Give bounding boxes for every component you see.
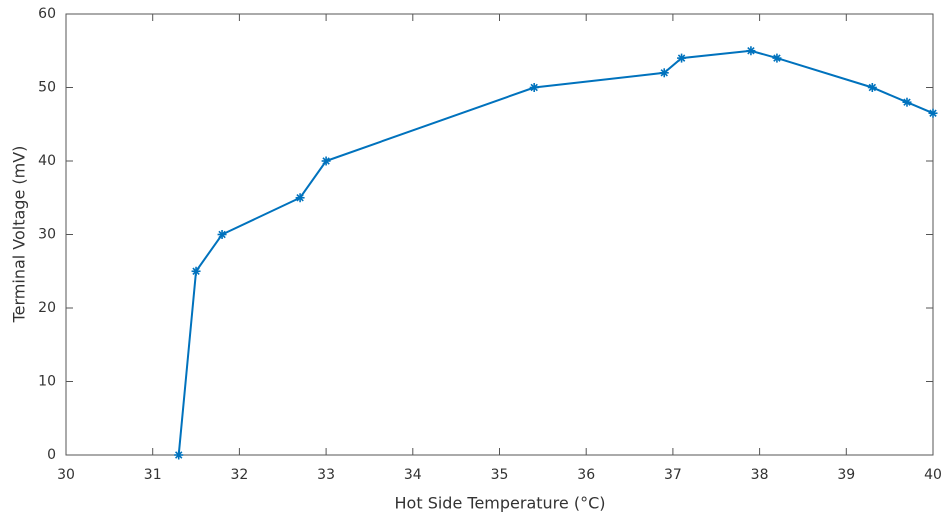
- data-point: [772, 54, 781, 63]
- x-tick-label: 34: [404, 467, 422, 483]
- data-point: [530, 83, 539, 92]
- data-point: [322, 157, 331, 166]
- data-point: [868, 83, 877, 92]
- x-tick-label: 33: [317, 467, 335, 483]
- data-point: [660, 68, 669, 77]
- x-tick-label: 32: [230, 467, 248, 483]
- x-tick-label: 37: [664, 467, 682, 483]
- y-tick-label: 20: [38, 300, 56, 316]
- data-point: [929, 109, 938, 118]
- data-line: [179, 51, 933, 455]
- data-point: [218, 230, 227, 239]
- y-axis-label: Terminal Voltage (mV): [10, 146, 29, 324]
- data-point: [902, 98, 911, 107]
- data-point: [746, 46, 755, 55]
- y-tick-label: 0: [47, 447, 56, 463]
- x-tick-label: 39: [837, 467, 855, 483]
- x-tick-label: 30: [57, 467, 75, 483]
- x-tick-label: 38: [751, 467, 769, 483]
- y-tick-label: 30: [38, 227, 56, 243]
- y-tick-label: 60: [38, 6, 56, 22]
- x-tick-label: 35: [491, 467, 509, 483]
- y-tick-label: 50: [38, 80, 56, 96]
- plot-frame: [66, 14, 933, 455]
- data-point: [174, 451, 183, 460]
- x-tick-label: 31: [144, 467, 162, 483]
- data-point: [296, 193, 305, 202]
- y-tick-label: 10: [38, 374, 56, 390]
- chart: Hot Side Temperature (°C) Terminal Volta…: [0, 0, 948, 519]
- data-point: [192, 267, 201, 276]
- x-tick-label: 36: [577, 467, 595, 483]
- data-point: [677, 54, 686, 63]
- y-tick-label: 40: [38, 153, 56, 169]
- x-axis-label: Hot Side Temperature (°C): [395, 494, 606, 513]
- x-tick-label: 40: [924, 467, 942, 483]
